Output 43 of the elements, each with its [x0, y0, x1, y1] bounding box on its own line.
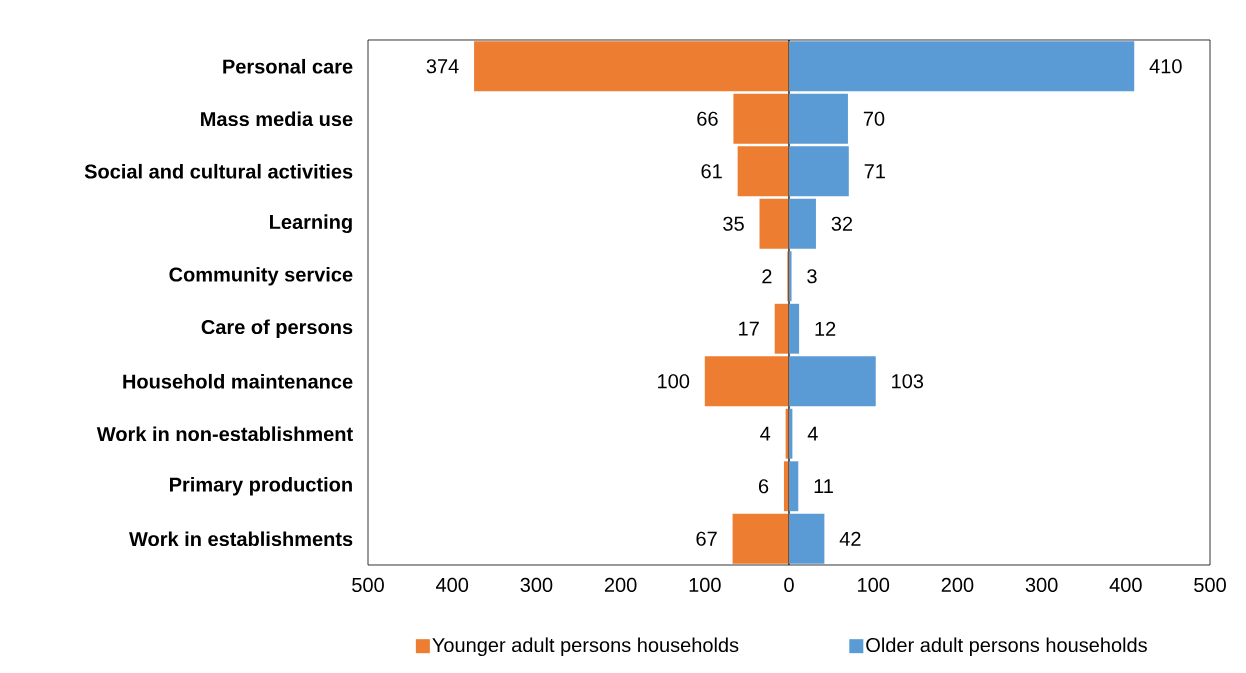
data-label: 6	[758, 479, 769, 494]
data-label: 11	[814, 479, 833, 494]
data-label: 66	[697, 111, 718, 126]
data-label: 42	[839, 531, 861, 546]
data-label: 410	[1149, 59, 1182, 74]
x-tick-label: 300	[1025, 577, 1058, 593]
x-tick-label: 400	[1109, 577, 1142, 593]
data-label: 35	[723, 216, 744, 231]
y-tick-label: Work in non-establishment	[96, 426, 353, 442]
data-label: 70	[863, 111, 885, 126]
data-label: 2	[762, 269, 772, 284]
x-tick-label: 500	[1194, 577, 1226, 593]
y-tick-label: Learning	[270, 214, 352, 234]
legend-label: Older adult persons households	[866, 637, 1147, 657]
y-tick-label: Community service	[169, 266, 353, 286]
y-tick-label: Social and cultural activities	[84, 163, 353, 179]
y-tick-label: Care of persons	[201, 319, 353, 339]
data-label: 4	[807, 426, 818, 441]
x-tick-label: 300	[520, 577, 553, 593]
x-tick-label: 500	[352, 577, 384, 593]
y-tick-label: Household maintenance	[123, 373, 353, 389]
data-label: 32	[831, 216, 853, 231]
data-label: 17	[739, 321, 759, 336]
data-label: 12	[815, 321, 836, 336]
data-label: 71	[864, 164, 885, 179]
y-tick-label: Work in establishments	[129, 531, 353, 547]
data-label: 3	[807, 269, 817, 284]
data-label: 61	[701, 164, 722, 179]
legend-label: Younger adult persons households	[432, 637, 739, 657]
x-tick-label: 100	[689, 577, 721, 593]
x-tick-label: 200	[604, 577, 637, 593]
x-tick-label: 400	[435, 577, 469, 593]
x-tick-label: 100	[858, 577, 890, 593]
data-label: 4	[760, 426, 771, 441]
x-tick-label: 200	[941, 577, 974, 593]
x-tick-label: 0	[784, 577, 794, 593]
data-label: 103	[892, 374, 924, 389]
y-tick-label: Primary production	[170, 476, 352, 496]
y-tick-label: Personal care	[223, 58, 353, 74]
data-label: 374	[426, 59, 459, 74]
y-tick-label: Mass media use	[201, 111, 353, 127]
data-label: 100	[658, 374, 690, 389]
data-label: 67	[696, 531, 717, 546]
